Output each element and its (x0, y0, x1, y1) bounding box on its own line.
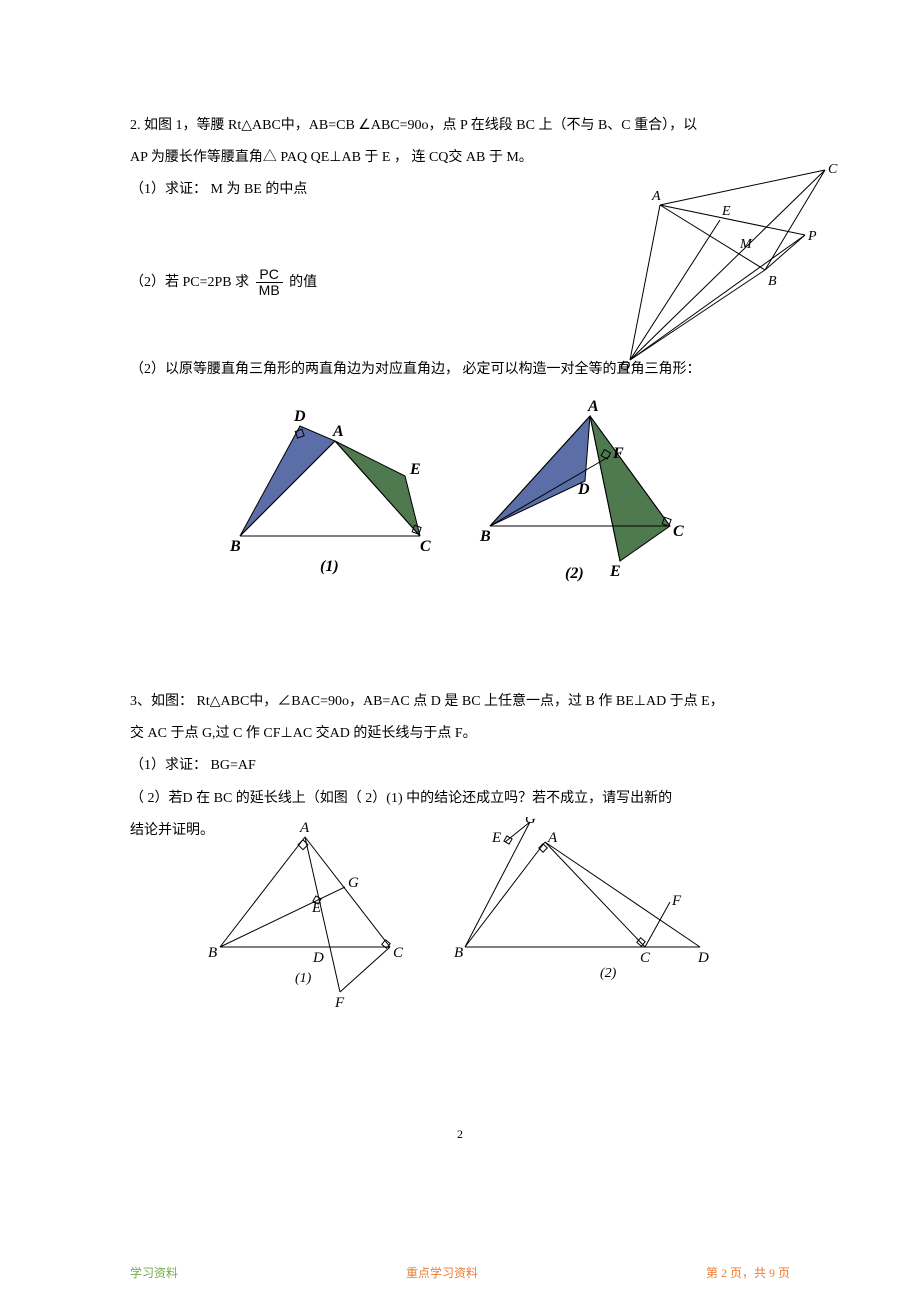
svg-text:E: E (409, 461, 421, 478)
svg-text:P: P (807, 229, 817, 244)
footer-center: 重点学习资料 (406, 1264, 478, 1281)
svg-text:(2): (2) (600, 966, 617, 981)
p3-figures-row: A G E B D C F (1) (130, 817, 790, 1007)
p2-fig2-svg: A F D B C E (2) (470, 396, 700, 586)
svg-text:F: F (671, 893, 682, 909)
footer-left: 学习资料 (130, 1264, 178, 1281)
svg-text:A: A (299, 820, 310, 836)
svg-text:C: C (673, 523, 684, 540)
p3-part1: （1）求证： BG=AF (130, 750, 790, 782)
p3-line1: 3、如图： Rt△ABC中，∠BAC=90o，AB=AC 点 D 是 BC 上任… (130, 686, 790, 718)
svg-text:D: D (312, 950, 324, 966)
svg-text:B: B (454, 945, 463, 961)
p3-fig1-svg: A G E B D C F (1) (200, 817, 430, 1007)
svg-text:M: M (739, 237, 753, 252)
svg-text:C: C (420, 538, 431, 555)
p3-part2: （ 2）若D 在 BC 的延长线上（如图（ 2）(1) 中的结论还成立吗？若不成… (130, 783, 790, 815)
svg-text:D: D (577, 481, 590, 498)
svg-text:(2): (2) (565, 565, 584, 582)
svg-text:A: A (547, 830, 558, 846)
svg-text:E: E (311, 900, 321, 916)
svg-text:B: B (208, 945, 217, 961)
p2-fig1-svg: D A E B C (1) (220, 396, 450, 576)
p2-figure-top: A B C P E M Q (610, 160, 840, 383)
svg-text:A: A (332, 423, 344, 440)
svg-text:B: B (768, 274, 777, 289)
p2-line1: 2. 如图 1，等腰 Rt△ABC中，AB=CB ∠ABC=90o，点 P 在线… (130, 110, 790, 142)
problem-2: 2. 如图 1，等腰 Rt△ABC中，AB=CB ∠ABC=90o，点 P 在线… (130, 110, 790, 586)
p3-fig2-svg: G E A F B C D (2) (450, 817, 720, 987)
p2-fraction: PC MB (256, 267, 283, 299)
p2-frac-den: MB (256, 283, 283, 298)
svg-text:G: G (348, 875, 359, 891)
p2-header-text: 2. 如图 1，等腰 Rt△ABC中，AB=CB ∠ABC=90o，点 P 在线… (130, 118, 697, 133)
svg-text:(1): (1) (320, 558, 339, 575)
page-number-center: 2 (130, 1127, 790, 1142)
page-footer: 学习资料 重点学习资料 第 2 页，共 9 页 (0, 1264, 920, 1281)
svg-text:E: E (491, 830, 501, 846)
svg-text:D: D (697, 950, 709, 966)
problem-3: 3、如图： Rt△ABC中，∠BAC=90o，AB=AC 点 D 是 BC 上任… (130, 686, 790, 1007)
svg-text:Q: Q (620, 359, 630, 370)
footer-right: 第 2 页，共 9 页 (706, 1264, 790, 1281)
svg-text:E: E (609, 563, 621, 580)
p2-figtop-svg: A B C P E M Q (610, 160, 840, 370)
p2-part2-post: 的值 (289, 275, 317, 290)
svg-text:B: B (479, 528, 491, 545)
svg-text:E: E (721, 204, 731, 219)
svg-text:G: G (525, 817, 536, 827)
p2-frac-num: PC (256, 267, 283, 283)
p3-line2: 交 AC 于点 G,过 C 作 CF⊥AC 交AD 的延长线与于点 F。 (130, 718, 790, 750)
svg-text:C: C (393, 945, 404, 961)
svg-text:A: A (587, 398, 599, 415)
svg-text:F: F (334, 995, 345, 1007)
svg-text:(1): (1) (295, 971, 312, 986)
p2-part2-pre: （2）若 PC=2PB 求 (130, 275, 253, 290)
svg-text:A: A (651, 189, 661, 204)
svg-text:C: C (828, 162, 838, 177)
svg-text:B: B (229, 538, 241, 555)
svg-text:F: F (612, 445, 624, 462)
p2-figures-row: D A E B C (1) A F D B (130, 396, 790, 586)
svg-text:C: C (640, 950, 651, 966)
svg-text:D: D (293, 408, 306, 425)
